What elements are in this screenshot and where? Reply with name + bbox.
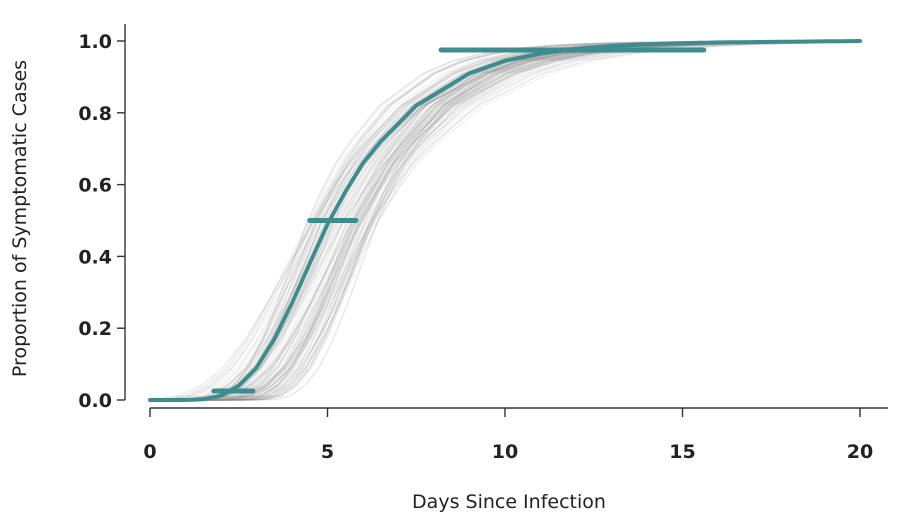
x-tick-label: 5 [321, 441, 334, 463]
x-tick-label: 0 [143, 441, 156, 463]
simulated-curve [150, 41, 861, 401]
x-tick-label: 10 [492, 441, 518, 463]
simulated-curves [149, 40, 861, 401]
y-tick-label: 1.0 [78, 31, 112, 53]
y-axis-title: Proportion of Symptomatic Cases [9, 60, 31, 377]
x-tick-label: 15 [669, 441, 695, 463]
simulated-curve [150, 41, 860, 401]
y-tick-label: 0.0 [78, 390, 112, 412]
fitted-curve [148, 39, 862, 402]
simulated-curve [150, 41, 860, 401]
y-tick-label: 0.4 [78, 246, 112, 268]
y-tick-label: 0.6 [78, 175, 112, 197]
y-ticks: 0.0 0.2 0.4 0.6 0.8 1.0 [78, 31, 125, 412]
axes [124, 24, 888, 409]
x-ticks: 0 5 10 15 20 [143, 408, 873, 463]
y-tick-label: 0.8 [78, 103, 112, 125]
main-series [148, 39, 862, 402]
x-axis-title: Days Since Infection [412, 491, 606, 513]
interval-bars [211, 47, 707, 394]
simulated-curve [150, 41, 860, 401]
x-tick-label: 20 [847, 441, 873, 463]
y-tick-label: 0.2 [78, 318, 112, 340]
simulated-curve [150, 41, 860, 401]
simulated-curve [150, 41, 860, 401]
